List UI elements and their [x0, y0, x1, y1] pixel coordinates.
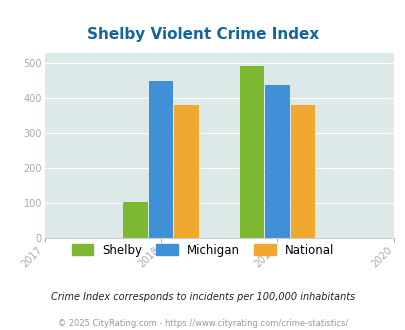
Bar — [123, 202, 147, 238]
Bar — [290, 105, 315, 238]
Text: Crime Index corresponds to incidents per 100,000 inhabitants: Crime Index corresponds to incidents per… — [51, 292, 354, 302]
Text: Shelby Violent Crime Index: Shelby Violent Crime Index — [87, 27, 318, 42]
Bar — [174, 105, 198, 238]
Bar — [264, 85, 289, 238]
Legend: Shelby, Michigan, National: Shelby, Michigan, National — [67, 239, 338, 261]
Bar — [239, 66, 263, 238]
Text: © 2025 CityRating.com - https://www.cityrating.com/crime-statistics/: © 2025 CityRating.com - https://www.city… — [58, 319, 347, 328]
Bar — [149, 81, 173, 238]
